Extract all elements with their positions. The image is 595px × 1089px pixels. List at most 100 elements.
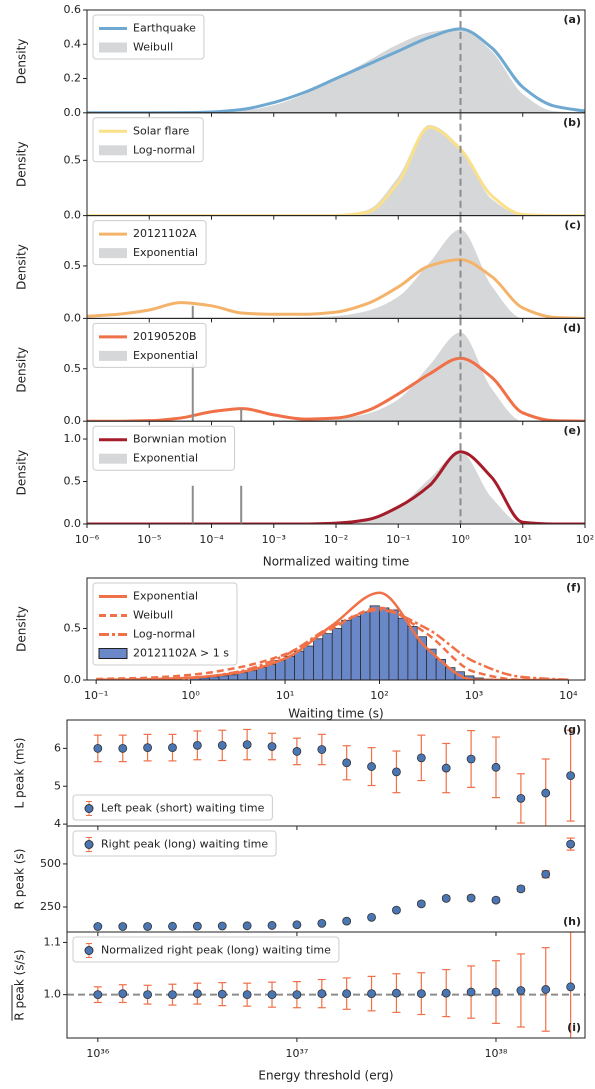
x-tick-label: 10⁻⁵ <box>137 533 161 546</box>
x-axis-label: Waiting time (s) <box>288 707 383 721</box>
panel-label: (d) <box>563 321 581 334</box>
legend-label: 20190520B <box>133 330 197 343</box>
point <box>317 989 327 999</box>
x-tick-label: 10¹ <box>276 689 294 702</box>
point <box>516 793 526 803</box>
x-axis-label: Normalized waiting time <box>263 555 410 569</box>
legend-label: 20121102A > 1 s <box>133 647 229 660</box>
point <box>392 905 401 915</box>
y-axis-label: R peak (s/s) <box>13 949 27 1020</box>
histogram-bar <box>237 672 248 680</box>
point <box>416 989 426 999</box>
y-tick-label: 0.0 <box>64 209 82 222</box>
histogram-bar <box>284 655 295 680</box>
point <box>192 921 202 931</box>
point <box>466 987 476 997</box>
histogram-bar <box>256 667 267 680</box>
point <box>267 742 277 751</box>
point <box>367 989 376 999</box>
y-axis-label: L peak (ms) <box>13 738 27 809</box>
point <box>292 920 302 930</box>
histogram-bar <box>275 660 286 680</box>
point <box>342 989 352 999</box>
point <box>217 921 227 931</box>
x-tick-label: 10⁻⁴ <box>199 533 224 546</box>
legend-label: Weibull <box>133 609 173 622</box>
x-tick-label: 10⁴ <box>559 689 578 702</box>
y-tick-label: 1.0 <box>44 988 62 1001</box>
x-tick-label: 10⁻¹ <box>84 689 108 702</box>
x-axis-label: Energy threshold (erg) <box>258 1069 393 1083</box>
legend-swatch <box>84 804 94 813</box>
y-axis-label: Density <box>15 39 29 85</box>
y-axis-label: Density <box>15 141 29 187</box>
point <box>242 921 252 931</box>
legend-label: Earthquake <box>133 22 196 35</box>
y-tick-label: 0.5 <box>64 621 82 634</box>
x-tick-label: 10⁻⁶ <box>75 533 100 546</box>
histogram-bar <box>294 650 305 680</box>
density-area <box>211 332 554 422</box>
point <box>242 740 252 750</box>
y-tick-label: 0.0 <box>64 311 82 324</box>
point <box>267 990 277 1000</box>
legend-swatch <box>99 350 127 361</box>
legend-swatch <box>99 42 127 53</box>
x-tick-label: 10⁻¹ <box>386 533 410 546</box>
legend-label: Exponential <box>133 452 198 465</box>
point <box>93 743 103 753</box>
y-axis-label: Density <box>15 606 29 652</box>
point <box>392 988 401 998</box>
point <box>392 767 401 777</box>
x-tick-label: 10³⁶ <box>86 1047 109 1060</box>
y-tick-label: 250 <box>40 900 61 913</box>
point <box>168 743 177 753</box>
legend-swatch <box>98 648 128 659</box>
histogram-bar <box>388 609 399 680</box>
point <box>491 987 501 997</box>
point <box>342 758 352 768</box>
point <box>143 990 152 1000</box>
point <box>566 839 576 849</box>
panel-label: (c) <box>564 219 581 232</box>
point <box>342 916 352 926</box>
point <box>292 990 302 1000</box>
point <box>516 986 526 995</box>
point <box>541 788 551 798</box>
legend: Exponential Weibull Log-normal 20121102A > … <box>92 582 238 666</box>
panel-label: (i) <box>567 1021 581 1034</box>
point <box>267 921 277 930</box>
legend: Solar flare Log-normal <box>92 117 204 163</box>
point <box>217 740 227 750</box>
x-tick-label: 10² <box>370 689 388 702</box>
y-tick-label: 0.5 <box>64 259 82 272</box>
point <box>516 884 526 894</box>
y-tick-label: 4 <box>54 817 61 830</box>
fit-line <box>96 606 569 680</box>
point <box>317 918 327 928</box>
histogram-bar <box>360 611 371 680</box>
legend-swatch <box>99 453 127 464</box>
y-tick-label: 1.1 <box>44 935 62 948</box>
histogram-bar <box>369 605 380 680</box>
histogram-bar <box>303 645 314 680</box>
fit-line <box>96 608 569 680</box>
y-axis-label: R peak (s) <box>13 849 27 910</box>
point <box>466 754 476 764</box>
legend: Borwnian motion Exponential <box>92 425 236 471</box>
point <box>566 982 576 992</box>
point <box>93 990 103 1000</box>
histogram-bar <box>227 674 239 680</box>
axes-frame <box>66 931 586 1039</box>
point <box>143 922 152 931</box>
y-tick-label: 0.0 <box>64 414 82 427</box>
density-line <box>87 356 585 422</box>
y-tick-label: 0.6 <box>64 3 82 16</box>
y-tick-label: 0.0 <box>64 517 82 530</box>
x-tick-label: 10² <box>576 533 594 546</box>
y-tick-label: 0.5 <box>64 362 82 375</box>
point <box>292 747 302 756</box>
point <box>466 893 476 903</box>
y-tick-label: 6 <box>54 741 61 754</box>
